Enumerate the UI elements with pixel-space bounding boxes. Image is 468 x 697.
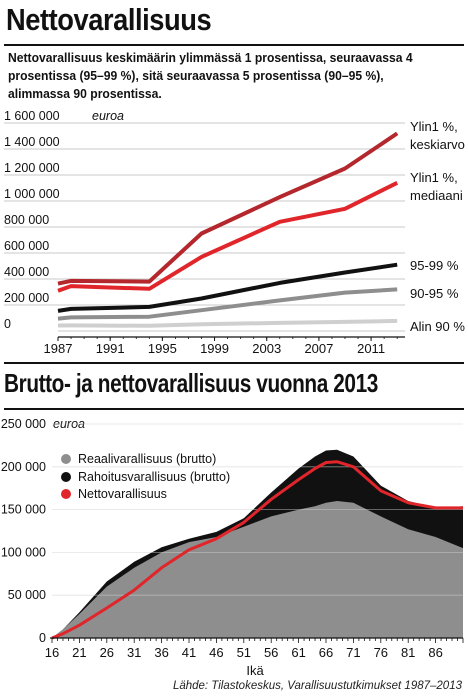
y-tick-label: 150 000 (1, 503, 46, 517)
y-tick-label: 50 000 (8, 588, 46, 602)
series-label: Ylin1 %, keskiarvo (410, 119, 465, 152)
line-chart: 0 200 000 400 000 600 000 800 000 1 000 000 1 … (4, 109, 465, 356)
legend-label: Nettovarallisuus (78, 487, 167, 501)
series-label: 90-95 % (410, 286, 459, 301)
chart2-title-divider (4, 408, 464, 410)
y-unit-label: euroa (92, 109, 124, 123)
y-tick-label: 250 000 (1, 417, 46, 431)
x-tick-label: 1987 (44, 341, 73, 356)
series-line (57, 318, 398, 328)
x-tick-label: 86 (428, 645, 442, 660)
y-tick-label: 400 000 (4, 265, 49, 279)
series-label: Alin 90 % (410, 319, 465, 334)
chart2-title: Brutto- ja nettovarallisuus vuonna 2013 (4, 368, 378, 398)
y-tick-label: 1 000 000 (4, 187, 60, 201)
subtitle: Nettovarallisuus keskimäärin ylimmässä 1… (8, 50, 413, 101)
x-tick-label: 36 (154, 645, 168, 660)
x-tick-label: 81 (401, 645, 415, 660)
x-tick-label: 56 (264, 645, 278, 660)
series-label: Ylin1 %, mediaani (410, 170, 463, 203)
x-tick-label: 1999 (200, 341, 229, 356)
x-tick-label: 2011 (357, 341, 385, 356)
x-tick-label: 16 (45, 645, 59, 660)
x-tick-label: 61 (291, 645, 305, 660)
legend-label: Reaalivarallisuus (brutto) (78, 452, 216, 466)
legend-label: Rahoitusvarallisuus (brutto) (78, 470, 230, 484)
x-tick-label: 1991 (96, 341, 125, 356)
area-reaalivarallisuus (52, 501, 463, 638)
x-tick-label: 2003 (252, 341, 281, 356)
series-line (57, 181, 399, 293)
y-tick-label: 200 000 (1, 460, 46, 474)
x-tick-label: 26 (100, 645, 114, 660)
y-tick-label: 1 600 000 (4, 109, 60, 123)
y-tick-label: 1 400 000 (4, 135, 60, 149)
y-tick-label: 0 (4, 317, 11, 331)
x-tick-label: 2007 (304, 341, 333, 356)
x-tick-label: 21 (72, 645, 86, 660)
series-line (57, 131, 399, 286)
x-axis-label: Ikä (246, 663, 264, 678)
series-label: 95-99 % (410, 258, 459, 273)
series-line (57, 287, 398, 321)
x-tick-label: 66 (319, 645, 333, 660)
y-tick-label: 100 000 (1, 545, 46, 559)
source-note: Lähde: Tilastokeskus, Varallisuustutkimu… (172, 680, 462, 692)
y-tick-label: 1 200 000 (4, 161, 60, 175)
x-tick-label: 71 (346, 645, 360, 660)
title-divider (4, 44, 464, 46)
y-tick-label: 800 000 (4, 213, 49, 227)
series-line (57, 262, 398, 313)
x-tick-label: 76 (374, 645, 388, 660)
y-tick-label: 200 000 (4, 291, 49, 305)
y-tick-label: 600 000 (4, 239, 49, 253)
page-title: Nettovarallisuus (6, 2, 212, 37)
y-tick-label: 0 (39, 631, 46, 645)
x-tick-label: 31 (127, 645, 141, 660)
legend-marker (61, 472, 71, 482)
legend-marker (61, 454, 71, 464)
x-tick-label: 51 (237, 645, 251, 660)
legend-marker (61, 489, 71, 499)
x-tick-label: 46 (209, 645, 223, 660)
nettovarallisuus-line (51, 460, 463, 640)
x-tick-label: 41 (182, 645, 196, 660)
x-tick-label: 1995 (148, 341, 177, 356)
chart-divider (4, 362, 464, 364)
